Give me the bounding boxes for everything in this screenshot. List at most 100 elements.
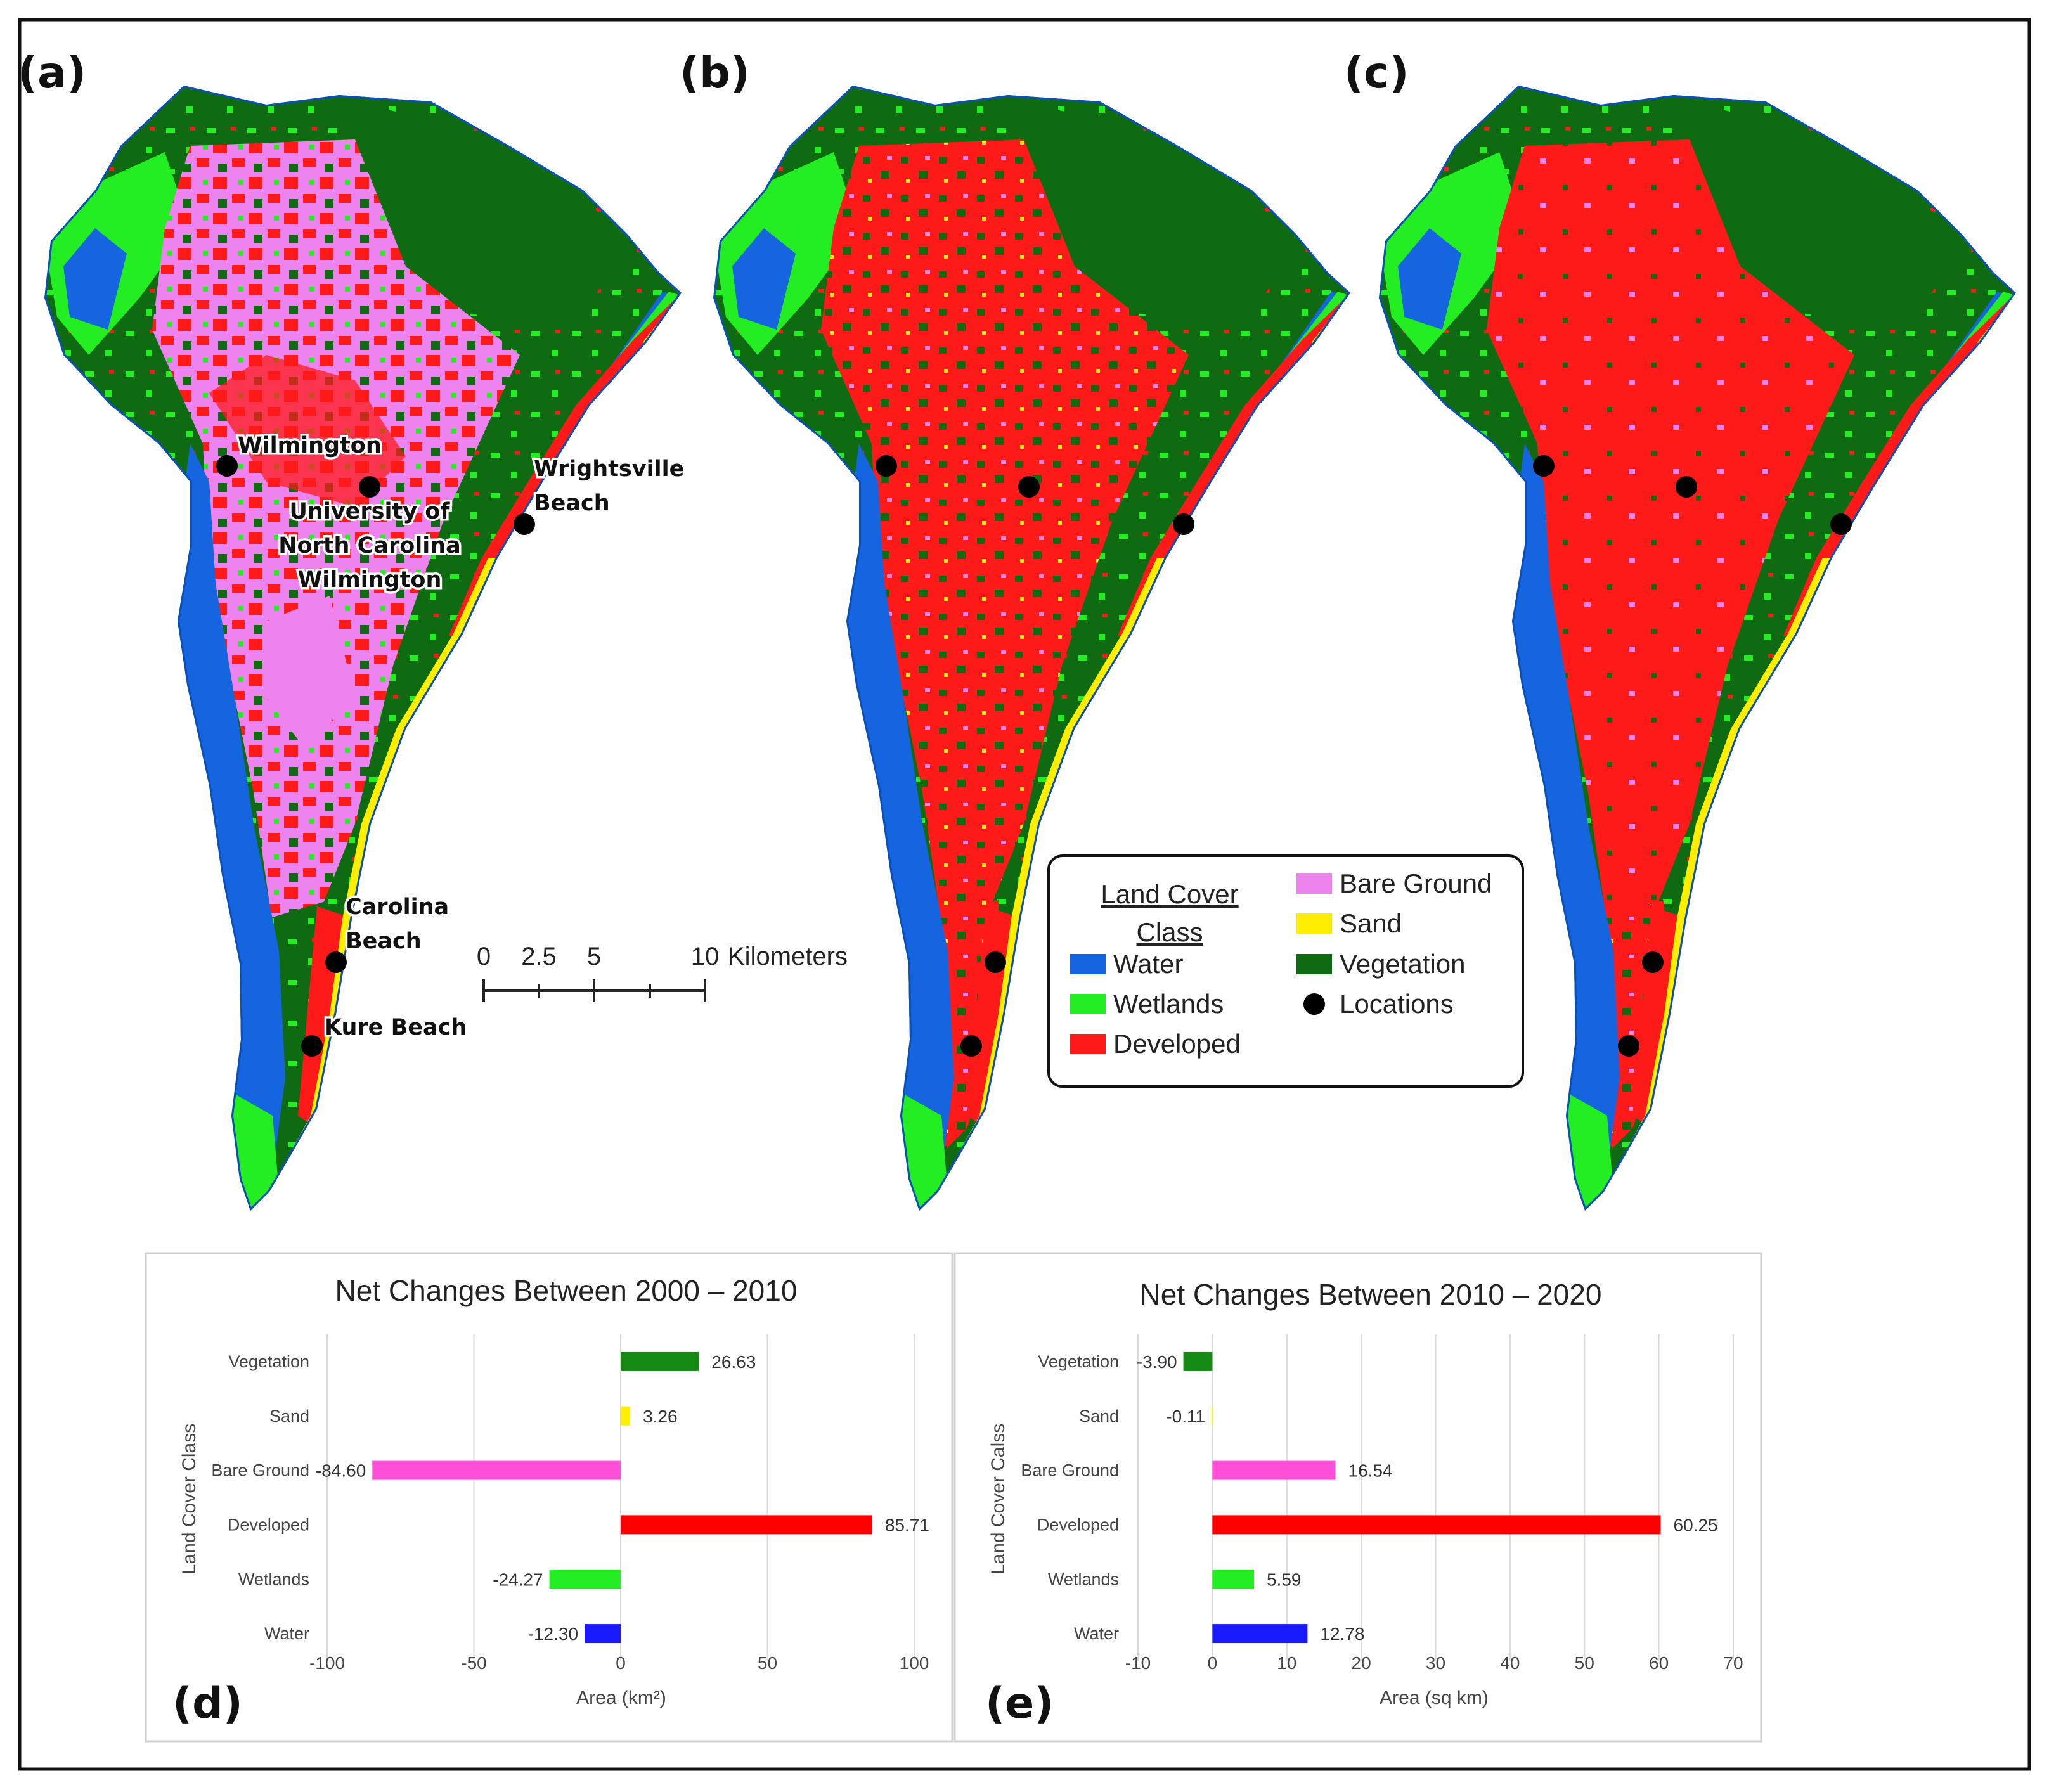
x-tick-label: 10 (1277, 1653, 1296, 1673)
legend-swatch-vegetation (1296, 954, 1332, 974)
x-tick-label: -10 (1125, 1653, 1151, 1673)
location-label-line: Beach (534, 491, 610, 516)
legend-label-sand: Sand (1340, 908, 1402, 938)
legend-label-bare-ground: Bare Ground (1340, 868, 1492, 898)
category-label: Vegetation (1038, 1352, 1119, 1371)
panel-label-d: (d) (172, 1679, 243, 1729)
chart-2000-2010: Net Changes Between 2000 – 2010 -100 -50 0 5… (179, 1274, 929, 1708)
chart-2010-2020: Net Changes Between 2010 – 2020 -10 0 10 20 3… (988, 1278, 1743, 1708)
location-dot (985, 951, 1006, 973)
panel-label-a: (a) (18, 48, 86, 98)
value-label: 3.26 (643, 1407, 677, 1426)
figure-frame (18, 18, 2031, 1771)
panel-label-b: (b) (680, 48, 750, 98)
x-axis-title: Area (sq km) (1380, 1687, 1489, 1708)
location-dot (1642, 951, 1664, 973)
location-dot (960, 1035, 982, 1057)
value-label: -0.11 (1166, 1407, 1205, 1426)
bar-developed (621, 1515, 872, 1535)
category-label: Sand (269, 1407, 309, 1426)
location-dot (1830, 513, 1852, 535)
legend-label-water: Water (1113, 949, 1183, 979)
x-tick-label: 50 (758, 1653, 777, 1673)
x-tick-label: -50 (461, 1653, 486, 1673)
bar-bare-ground (372, 1460, 621, 1480)
legend-swatch-developed (1070, 1034, 1106, 1054)
x-tick-label: 100 (900, 1653, 929, 1673)
legend-swatch-sand (1296, 913, 1332, 934)
value-label: -3.90 (1137, 1352, 1177, 1372)
value-label: -84.60 (316, 1461, 366, 1481)
scale-tick-0: 0 (477, 943, 491, 970)
x-tick-label: 50 (1575, 1653, 1594, 1673)
bar-vegetation (621, 1351, 699, 1371)
x-tick-label: -100 (309, 1653, 345, 1673)
location-dot (876, 455, 897, 477)
x-tick-label: 0 (616, 1653, 626, 1673)
category-label: Wetlands (1048, 1570, 1119, 1589)
location-dot (216, 455, 238, 477)
x-tick-label: 60 (1649, 1653, 1669, 1673)
category-label: Bare Ground (1021, 1461, 1119, 1480)
value-label: 85.71 (885, 1515, 929, 1535)
location-dot (325, 951, 347, 973)
location-label-wilmington: Wilmington (238, 433, 382, 458)
y-axis-title: Land Cover Calss (988, 1424, 1009, 1575)
legend-swatch-bare-ground (1296, 873, 1332, 894)
value-label: 12.78 (1320, 1624, 1364, 1644)
x-tick-label: 40 (1500, 1653, 1520, 1673)
panel-label-e: (e) (985, 1679, 1054, 1729)
chart-title: Net Changes Between 2010 – 2020 (1140, 1278, 1602, 1311)
legend-label-wetlands: Wetlands (1113, 989, 1224, 1019)
location-dot (1533, 455, 1555, 477)
location-markers (216, 455, 1852, 1057)
location-label-line: Carolina (346, 894, 449, 920)
bar-wetlands (549, 1570, 621, 1589)
location-label-kure-beach: Kure Beach (325, 1015, 467, 1040)
category-label: Bare Ground (211, 1461, 309, 1480)
scale-unit: Kilometers (728, 943, 848, 970)
bar-water (1212, 1624, 1308, 1644)
value-label: 26.63 (711, 1352, 756, 1372)
legend: Land Cover Class Water Wetlands Developed B… (1047, 854, 1524, 1088)
category-label: Developed (228, 1515, 309, 1534)
location-dot (301, 1035, 323, 1057)
location-label-line: Beach (346, 929, 422, 954)
chart-e-frame (953, 1252, 1762, 1743)
legend-label-developed: Developed (1113, 1029, 1241, 1059)
location-dot (359, 476, 380, 498)
location-dot (1018, 476, 1040, 498)
value-label: 16.54 (1348, 1461, 1393, 1481)
bar-sand (1212, 1406, 1213, 1426)
category-label: Water (1074, 1624, 1119, 1643)
location-label-line: University of (290, 499, 451, 524)
location-dot (1676, 476, 1697, 498)
panel-label-c: (c) (1344, 48, 1409, 98)
legend-box (1047, 854, 1524, 1088)
legend-label-locations: Locations (1340, 989, 1454, 1019)
location-label-uncw: University of North Carolina Wilmington (278, 499, 461, 593)
x-tick-label: 30 (1426, 1653, 1445, 1673)
location-labels: Wilmington University of North Carolina Wil… (236, 431, 687, 1043)
category-label: Vegetation (228, 1352, 309, 1371)
value-label: 60.25 (1674, 1515, 1718, 1535)
location-label-line: Kure Beach (325, 1015, 467, 1040)
category-label: Water (264, 1624, 309, 1643)
location-dot (514, 513, 535, 535)
location-label-line: North Carolina (278, 533, 461, 558)
category-label: Sand (1079, 1407, 1119, 1426)
scale-tick-5: 5 (587, 943, 601, 970)
location-label-line: Wilmington (238, 433, 382, 458)
location-label-carolina-beach: Carolina Beach (346, 894, 449, 954)
map-2000 (44, 86, 682, 1211)
scale-tick-10: 10 (691, 943, 720, 970)
bar-sand (621, 1406, 631, 1426)
location-label-wrightsville-beach: Wrightsville Beach (534, 456, 684, 516)
scale-bar: 0 2.5 5 10 Kilometers (477, 943, 848, 1002)
legend-title-line-1: Land Cover (1101, 879, 1238, 909)
location-label-line: Wrightsville (534, 456, 684, 482)
legend-swatch-wetlands (1070, 994, 1106, 1014)
x-tick-label: 70 (1723, 1653, 1743, 1673)
location-label-line: Wilmington (298, 567, 442, 593)
